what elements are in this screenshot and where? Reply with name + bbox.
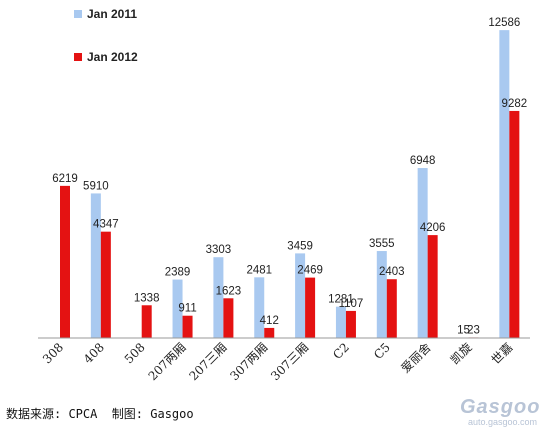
- bar-jan-2012-8: [386, 279, 397, 338]
- x-tick-label-4: 207三厢: [186, 340, 229, 383]
- value-labels-layer: 6219 5910 4347 1338 2389 911 3303 1623 2481 412 34…: [52, 17, 527, 337]
- value-label-jan-2012-5: 412: [260, 315, 279, 327]
- watermark-site: auto.gasgoo.com: [468, 417, 538, 427]
- bar-jan-2011-4: [213, 257, 224, 338]
- watermark-brand: Gasgoo: [460, 396, 539, 418]
- value-label-jan-2011-3: 2389: [165, 267, 191, 279]
- bar-jan-2011-6: [295, 253, 306, 338]
- value-label-jan-2011-9: 6948: [410, 155, 436, 167]
- bar-jan-2012-5: [264, 327, 275, 338]
- bar-jan-2011-7: [335, 306, 346, 338]
- x-tick-label-6: 307三厢: [268, 340, 311, 383]
- bar-jan-2011-8: [376, 251, 387, 338]
- value-label-jan-2012-9: 4206: [420, 222, 446, 234]
- bar-jan-2012-9: [427, 235, 438, 338]
- x-tick-label-7: C2: [330, 340, 352, 362]
- value-label-jan-2012-3: 911: [178, 303, 196, 315]
- bar-jan-2012-2: [141, 305, 152, 338]
- x-tick-label-10: 凯旋: [448, 340, 475, 367]
- value-label-jan-2012-11: 9282: [502, 98, 528, 110]
- bars-layer: [60, 30, 520, 339]
- x-tick-label-11: 世嘉: [489, 340, 516, 367]
- bar-jan-2012-4: [223, 298, 234, 338]
- legend-swatch-jan-2012: [74, 53, 82, 61]
- value-label-jan-2012-8: 2403: [379, 266, 405, 278]
- value-label-jan-2011-1: 5910: [83, 180, 109, 192]
- x-tick-label-8: C5: [371, 340, 393, 362]
- bar-jan-2012-1: [100, 231, 111, 338]
- bar-jan-2011-11: [499, 30, 510, 339]
- bar-jan-2011-5: [254, 277, 265, 338]
- x-tick-label-2: 508: [122, 340, 148, 366]
- value-label-jan-2012-2: 1338: [134, 292, 160, 304]
- value-label-jan-2011-7: 1281: [328, 294, 354, 306]
- gasgoo-watermark: Gasgoo auto.gasgoo.com: [452, 394, 539, 430]
- legend-label-jan-2011: Jan 2011: [87, 7, 137, 21]
- bar-jan-2011-1: [90, 193, 101, 338]
- bar-jan-2012-3: [182, 315, 193, 338]
- value-label-jan-2012-0: 6219: [52, 173, 78, 185]
- value-label-jan-2012-1: 4347: [93, 219, 119, 231]
- legend: Jan 2011 Jan 2012: [74, 7, 138, 64]
- source-note: 数据来源: CPCA 制图: Gasgoo: [6, 407, 194, 421]
- bar-jan-2011-9: [417, 168, 428, 338]
- bar-jan-2012-6: [305, 277, 316, 338]
- bar-jan-2012-11: [509, 110, 520, 338]
- x-tick-label-0: 308: [40, 340, 66, 366]
- x-tick-label-1: 408: [81, 340, 107, 366]
- value-label-jan-2011-4: 3303: [206, 244, 232, 256]
- bar-jan-2011-3: [172, 279, 183, 338]
- value-label-jan-2011-5: 2481: [246, 264, 272, 276]
- value-label-jan-2012-7: 1107: [339, 298, 364, 310]
- value-label-jan-2012-10: 23: [467, 324, 480, 336]
- bar-jan-2012-0: [60, 185, 70, 338]
- legend-swatch-jan-2011: [74, 10, 82, 18]
- bar-jan-2012-7: [345, 310, 356, 338]
- x-tick-label-3: 207两厢: [146, 340, 189, 383]
- x-tick-label-5: 307两厢: [227, 340, 270, 383]
- value-label-jan-2011-11: 12586: [488, 17, 520, 29]
- value-label-jan-2012-6: 2469: [297, 265, 323, 277]
- value-label-jan-2011-6: 3459: [287, 240, 313, 252]
- x-tick-label-9: 爱丽舍: [398, 340, 434, 376]
- legend-label-jan-2012: Jan 2012: [87, 50, 138, 64]
- value-label-jan-2012-4: 1623: [216, 285, 242, 297]
- value-label-jan-2011-10: 15: [457, 325, 470, 337]
- value-label-jan-2011-8: 3555: [369, 238, 395, 250]
